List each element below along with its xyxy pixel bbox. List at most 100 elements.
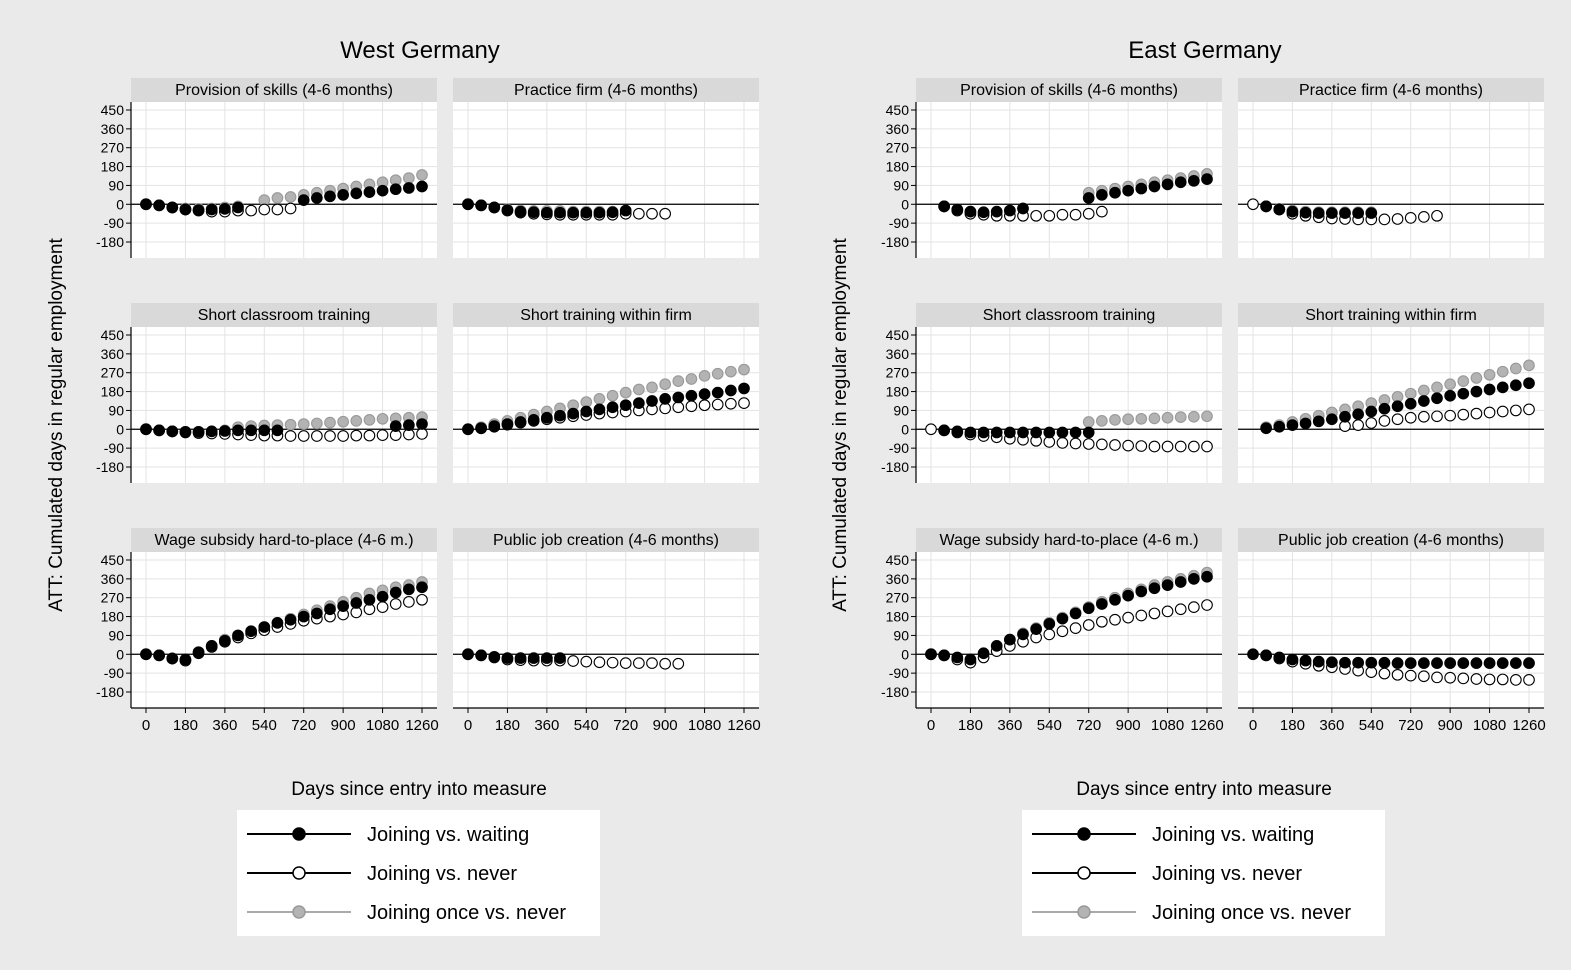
x-tick-label: 0 [1249,717,1257,734]
y-tick-label: -180 [881,459,909,475]
point-joining-vs-waiting [232,629,244,642]
x-tick-label: 180 [958,717,983,734]
legend-marker [1077,827,1091,841]
point-joining-once-vs-never [350,415,363,427]
point-joining-vs-waiting [324,603,336,616]
point-joining-vs-never [1378,667,1391,680]
point-joining-vs-waiting [1510,657,1522,669]
point-joining-vs-waiting [1470,657,1483,669]
point-joining-once-vs-never [1444,378,1456,391]
point-joining-vs-never [1496,405,1509,418]
y-tick-label: 0 [116,196,124,212]
point-joining-vs-waiting [1004,426,1016,439]
point-joining-once-vs-never [1188,410,1200,423]
legend-label: Joining vs. waiting [367,824,529,846]
point-joining-vs-never [593,656,606,669]
y-tick-label: -180 [881,234,909,250]
point-joining-vs-waiting [1161,579,1174,591]
point-joining-vs-waiting [140,198,152,211]
point-joining-vs-never [416,593,428,606]
point-joining-vs-never [258,203,271,216]
point-joining-once-vs-never [633,383,645,396]
point-joining-vs-never [1174,603,1187,616]
x-tick-label: 540 [252,717,277,734]
point-joining-vs-never [1056,208,1069,221]
point-joining-vs-waiting [514,416,527,428]
point-joining-vs-waiting [606,206,619,219]
point-joining-vs-never [606,656,619,669]
point-joining-once-vs-never [738,363,750,376]
panel-title: Provision of skills (4-6 months) [175,82,393,99]
x-tick-label: 1080 [688,717,721,734]
point-joining-once-vs-never [1431,381,1443,394]
point-joining-vs-waiting [350,187,363,200]
point-joining-vs-waiting [1017,202,1029,215]
point-joining-vs-waiting [1030,426,1042,439]
point-joining-vs-waiting [297,610,310,623]
point-joining-once-vs-never [659,378,671,391]
point-joining-vs-never [738,397,750,409]
point-joining-vs-never [324,430,336,442]
y-tick-label: 90 [108,177,124,193]
point-joining-vs-waiting [324,190,336,203]
point-joining-vs-waiting [527,414,540,426]
point-joining-vs-never [672,657,685,670]
point-joining-vs-never [1201,440,1213,453]
point-joining-vs-never [646,657,658,669]
y-tick-label: 0 [901,646,909,662]
x-tick-label: 1080 [1151,717,1184,734]
point-joining-vs-waiting [1286,205,1299,218]
y-tick-label: -90 [889,665,909,681]
panel-header [916,528,1222,552]
point-joining-vs-waiting [1148,582,1161,595]
y-tick-label: -90 [104,665,124,681]
point-joining-vs-waiting [977,206,990,219]
point-joining-vs-never [1457,408,1470,421]
x-tick-label: 900 [331,717,356,734]
point-joining-vs-waiting [403,182,415,194]
point-joining-vs-never [389,598,402,610]
point-joining-vs-never [271,203,284,216]
point-joining-once-vs-never [672,375,685,387]
y-axis-label: ATT: Cumulated days in regular employmen… [46,238,67,612]
point-joining-vs-waiting [685,389,698,402]
x-tick-label: 0 [464,717,472,734]
point-joining-vs-waiting [990,205,1003,218]
panel-background [131,552,437,708]
point-joining-vs-waiting [1339,410,1351,423]
point-joining-vs-waiting [1339,656,1351,669]
panel-title: Practice firm (4-6 months) [514,82,698,99]
legend-label: Joining vs. never [367,863,517,885]
y-tick-label: -90 [889,440,909,456]
point-joining-vs-never [1431,671,1443,684]
point-joining-once-vs-never [1404,387,1417,400]
point-joining-vs-waiting [1326,413,1338,426]
legend-marker [292,866,306,880]
point-joining-vs-waiting [1496,657,1509,669]
y-tick-label: 450 [886,102,910,118]
point-joining-vs-waiting [990,426,1003,439]
point-joining-vs-never [1030,209,1042,222]
point-joining-vs-waiting [1082,602,1095,615]
point-joining-vs-never [1391,668,1404,681]
legend-label: Joining once vs. never [1152,902,1351,924]
point-joining-once-vs-never [1174,411,1187,423]
y-tick-label: -90 [889,215,909,231]
point-joining-vs-never [725,397,737,410]
point-joining-vs-waiting [1470,385,1483,398]
point-joining-vs-waiting [938,200,950,213]
point-joining-vs-waiting [462,648,474,661]
point-joining-vs-waiting [1273,651,1286,664]
point-joining-vs-waiting [311,607,323,620]
x-tick-label: 0 [142,717,150,734]
point-joining-vs-waiting [166,201,179,214]
x-tick-label: 540 [1359,717,1384,734]
point-joining-vs-never [1444,671,1456,684]
y-tick-label: 270 [101,590,125,606]
point-joining-vs-never [580,655,593,668]
point-joining-vs-waiting [219,425,231,437]
point-joining-vs-waiting [711,386,724,399]
point-joining-vs-waiting [416,180,428,193]
point-joining-vs-waiting [271,424,284,437]
point-joining-vs-waiting [1247,648,1259,661]
